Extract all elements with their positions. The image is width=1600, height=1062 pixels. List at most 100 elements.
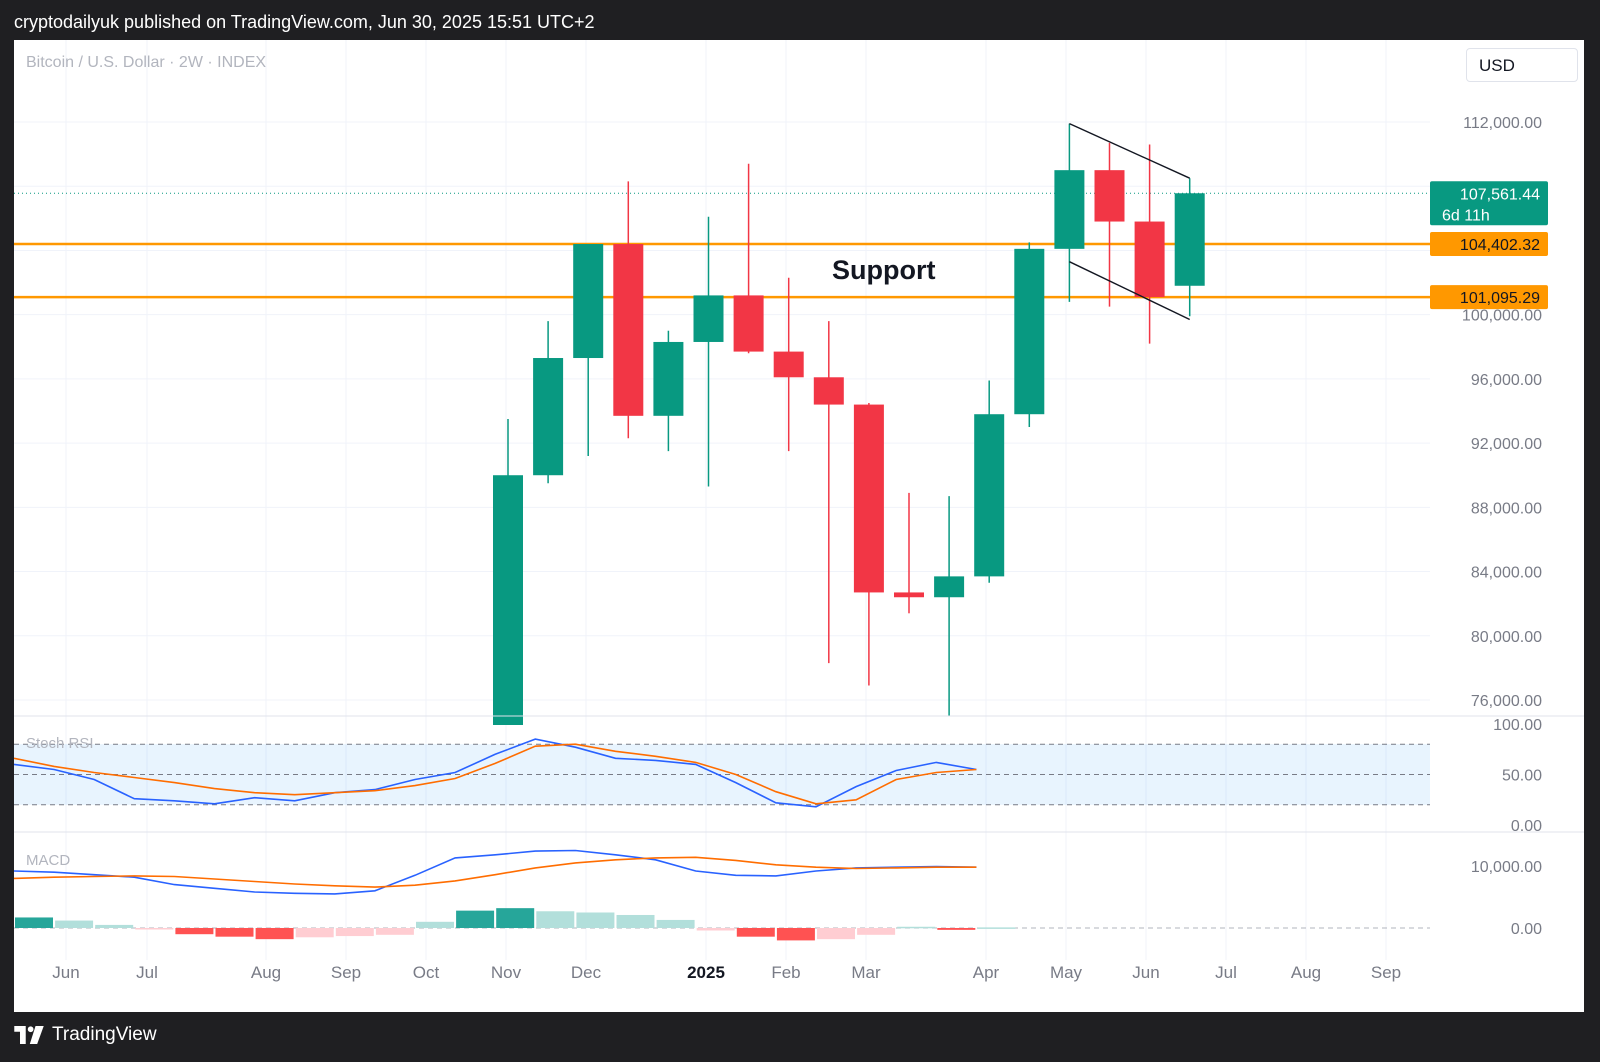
macd-hist-bar-9 [375,928,414,935]
channel-upper [1069,122,1190,179]
time-tick-8: Feb [771,963,800,982]
tradingview-brand[interactable]: TradingView [14,1024,157,1046]
stoch-rsi-line-1 [13,743,977,805]
macd-hist-bar-13 [536,911,575,928]
price-label-sub-0: 6d 11h [1442,207,1490,224]
price-tick-3: 92,000.00 [1471,436,1542,453]
macd-hist-bar-6 [255,928,294,940]
channel-lines [1069,122,1191,321]
macd-hist-bar-20 [817,928,855,940]
candle-body-17 [1174,193,1205,286]
time-tick-11: May [1050,963,1083,982]
time-tick-15: Sep [1371,963,1401,982]
macd-tick-1: 0.00 [1511,921,1542,938]
time-tick-9: Mar [851,963,881,982]
macd-hist-bar-21 [857,928,896,935]
chart-title: Bitcoin / U.S. Dollar · 2W · INDEX [26,54,266,71]
macd-hist-bar-10 [416,921,454,928]
macd-hist-bar-16 [656,919,695,928]
time-tick-3: Sep [331,963,361,982]
macd-hist-bar-5 [215,928,254,937]
candle-body-9 [853,404,884,593]
candle-body-7 [773,351,804,378]
price-tick-6: 80,000.00 [1471,629,1542,646]
candle-body-1 [533,358,564,476]
macd-hist-bar-15 [616,914,655,928]
macd-hist-bar-3 [135,928,174,930]
macd-hist-bar-4 [175,928,214,935]
price-tick-4: 88,000.00 [1471,500,1542,517]
price-axis: 112,000.00 100,000.00 96,000.00 92,000.00 88… [1430,115,1548,710]
stoch-rsi-band [14,744,1430,805]
macd-hist-bar-8 [335,928,374,937]
candle-body-11 [934,576,965,598]
macd-hist-bar-14 [576,912,615,928]
macd-hist-bar-23 [937,928,976,930]
stoch-rsi-title: Stoch RSI [26,735,94,752]
candle-body-15 [1094,170,1125,222]
price-label-0: 107,561.44 [1460,186,1540,203]
rsi-tick-0: 100.00 [1493,717,1542,734]
tradingview-logo-icon [14,1026,44,1044]
time-tick-1: Jul [136,963,158,982]
time-axis: Jun Jul Aug Sep Oct Nov Dec 2025 Feb Mar Apr May Jun… [52,963,1401,982]
stoch-rsi-line-0 [13,738,977,808]
macd-tick-0: 10,000.00 [1471,859,1542,876]
candle-body-10 [894,592,924,598]
rsi-tick-1: 50.00 [1502,768,1542,785]
time-tick-0: Jun [52,963,79,982]
candle-body-4 [653,341,684,416]
price-tick-7: 76,000.00 [1471,693,1542,710]
macd-hist-bar-24 [977,927,1016,929]
time-tick-4: Oct [413,963,440,982]
macd-hist-bar-18 [736,928,775,937]
macd-pane: 10,000.00 0.00 [13,831,1584,941]
support-annotation: Support [832,255,935,285]
macd-hist-bar-22 [897,926,936,929]
support-lines [14,192,1442,299]
brand-name: TradingView [52,1024,157,1045]
macd-hist-bar-0 [15,917,53,928]
macd-hist-bar-11 [456,910,495,928]
time-tick-7: 2025 [687,963,725,982]
macd-signal-line [13,856,977,888]
candle-body-12 [974,414,1005,577]
candle-body-2 [573,244,604,359]
price-label-bg-1 [1430,231,1548,256]
macd-hist-bar-12 [496,908,535,928]
macd-hist-bar-2 [95,924,134,928]
time-tick-6: Dec [571,963,602,982]
candle-body-5 [693,295,724,342]
chart-svg[interactable]: 100.00 50.00 0.00 10,000.00 0.00 112,000.00… [13,40,1584,1012]
macd-hist-bar-17 [696,928,735,931]
macd-title: MACD [26,852,70,869]
macd-hist-bar-19 [776,928,815,941]
candle-body-3 [613,244,644,416]
time-tick-14: Aug [1291,963,1321,982]
time-tick-13: Jul [1215,963,1237,982]
price-label-bg-0 [1430,181,1548,226]
time-tick-12: Jun [1132,963,1159,982]
candles [493,123,1205,725]
macd-hist-bar-1 [55,920,94,928]
candle-body-14 [1054,170,1085,249]
rsi-tick-2: 0.00 [1511,818,1542,835]
chart-panel[interactable]: 100.00 50.00 0.00 10,000.00 0.00 112,000.00… [13,40,1584,1012]
price-tick-0: 112,000.00 [1463,115,1542,132]
price-tick-5: 84,000.00 [1471,565,1542,582]
time-tick-10: Apr [973,963,1000,982]
macd-macd-line [13,849,977,895]
grid [14,40,1430,960]
time-tick-2: Aug [251,963,281,982]
channel-lower [1069,261,1191,321]
candle-body-0 [493,475,523,725]
price-tick-1: 100,000.00 [1462,308,1542,325]
price-label-1: 104,402.32 [1460,237,1540,254]
stoch-rsi-pane: 100.00 50.00 0.00 [13,715,1584,835]
candle-body-8 [813,377,844,405]
footer-bar [0,1012,1600,1062]
currency-button[interactable]: USD [1466,48,1578,82]
candle-body-13 [1014,248,1045,415]
macd-hist-bar-7 [295,928,334,938]
price-label-bg-2 [1430,285,1548,310]
